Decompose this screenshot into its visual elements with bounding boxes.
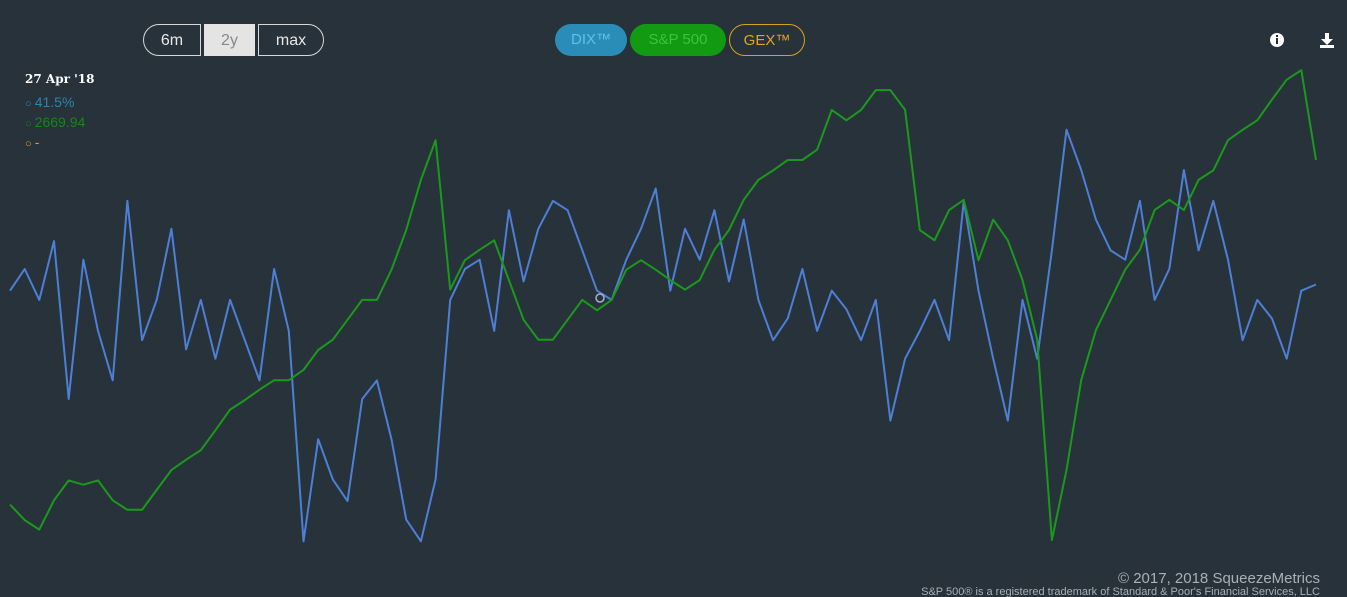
tooltip-value: - xyxy=(34,134,40,150)
tooltip-dix: ○ 41.5% xyxy=(25,94,75,110)
range-button-selected[interactable]: 2y xyxy=(204,24,255,56)
tooltip-value: 2669.94 xyxy=(34,114,86,130)
tooltip-spx: ○ 2669.94 xyxy=(25,114,86,130)
series-toggle[interactable]: S&P 500 xyxy=(630,24,726,56)
series-line xyxy=(9,69,1317,541)
tooltip-value: 41.5% xyxy=(34,94,75,110)
tooltip-date: 27 Apr '18 xyxy=(25,72,95,86)
series-toggle[interactable]: DIX™ xyxy=(555,24,627,56)
download-icon[interactable] xyxy=(1320,33,1334,48)
copyright: © 2017, 2018 SqueezeMetrics xyxy=(1117,570,1320,587)
trademark: S&P 500® is a registered trademark of St… xyxy=(921,586,1320,597)
hover-marker xyxy=(595,293,605,303)
range-button[interactable]: max xyxy=(258,24,324,56)
range-button[interactable]: 6m xyxy=(143,24,201,56)
series-line xyxy=(9,128,1317,543)
info-icon[interactable] xyxy=(1270,33,1284,47)
tooltip-gex: ○ - xyxy=(25,134,40,150)
series-toggle[interactable]: GEX™ xyxy=(729,24,805,56)
